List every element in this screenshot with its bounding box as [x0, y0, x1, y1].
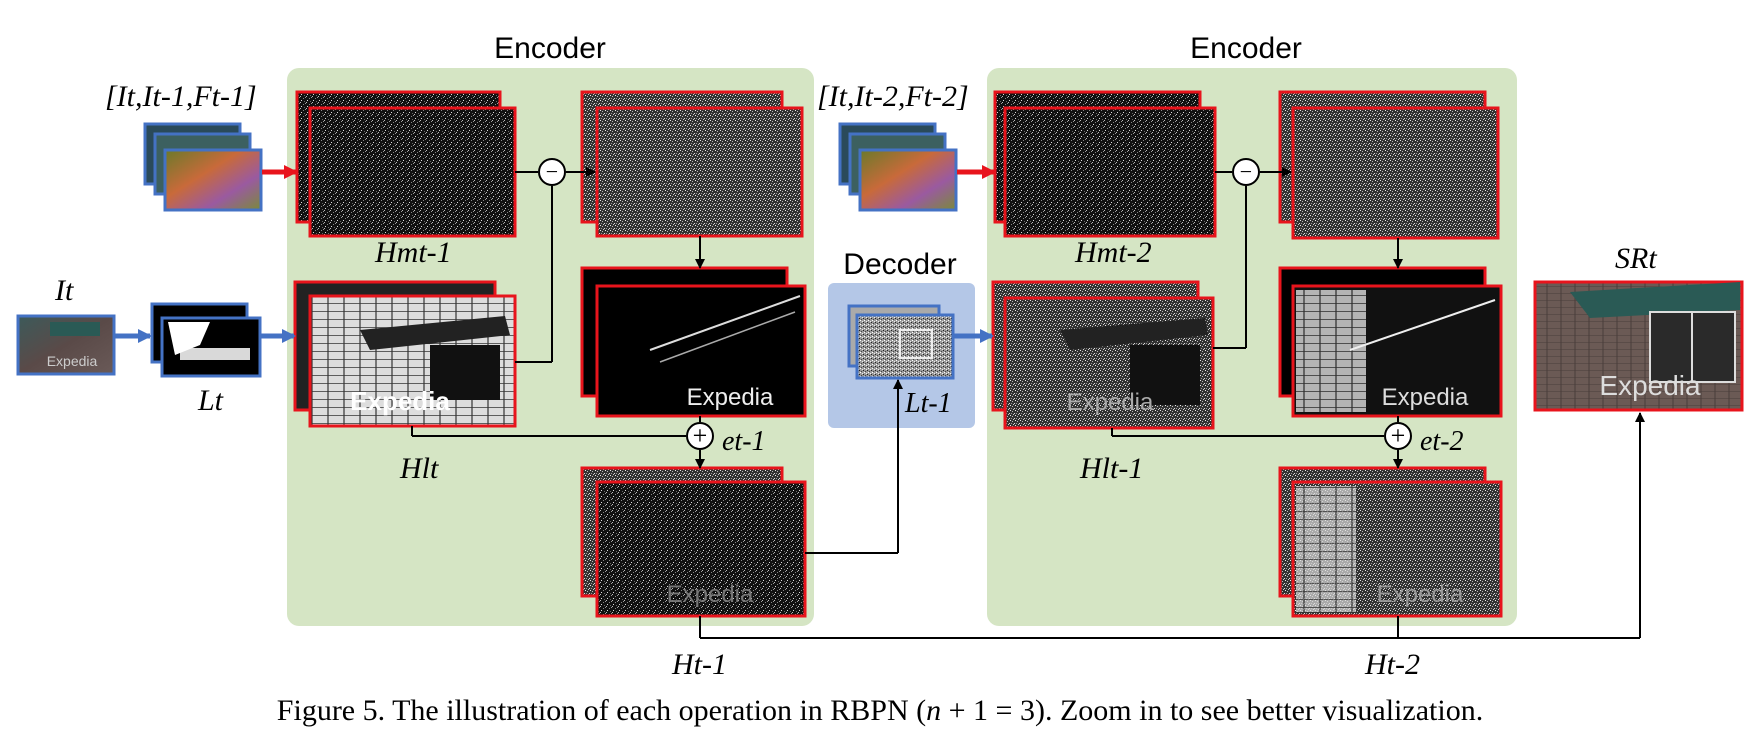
- feature-hl-t1: Expedia: [991, 280, 1215, 430]
- label-h-t2: Ht-2: [1364, 648, 1420, 681]
- feature-h-t2: Expedia: [1278, 466, 1503, 618]
- label-hl-t: Hlt: [399, 452, 439, 485]
- caption-text-after: ). Zoom in to see better visualization.: [1035, 694, 1483, 727]
- svg-text:−: −: [546, 159, 558, 184]
- watermark-hl-t: Expedia: [350, 386, 450, 416]
- label-l-t: Lt: [197, 384, 224, 417]
- watermark-hl-t1: Expedia: [1067, 389, 1154, 416]
- svg-text:−: −: [1240, 159, 1252, 184]
- watermark-h-t1: Expedia: [667, 581, 754, 608]
- feature-diff-left: [580, 90, 804, 238]
- label-h-t1: Ht-1: [671, 648, 727, 681]
- caption-math-rest: + 1 = 3: [941, 694, 1035, 727]
- encoder-right-label: Encoder: [1190, 32, 1302, 65]
- caption-math-n: n: [926, 694, 941, 727]
- label-e-t1: et-1: [722, 426, 766, 457]
- label-input-left: [It,It-1,Ft-1]: [105, 80, 257, 113]
- label-e-t2: et-2: [1420, 426, 1464, 457]
- decoder-label: Decoder: [843, 248, 956, 281]
- feature-residual-right: Expedia: [1278, 266, 1503, 418]
- watermark-it: Expedia: [47, 353, 98, 369]
- image-lt: [150, 302, 262, 378]
- feature-hm-t2: [993, 90, 1217, 238]
- caption-text-before: Figure 5. The illustration of each opera…: [277, 694, 926, 727]
- feature-hm-t1: [295, 90, 517, 238]
- feature-hl-t: Expedia: [293, 280, 517, 428]
- label-sr-t: SRt: [1615, 242, 1657, 275]
- image-sr-t: Expedia: [1533, 280, 1744, 412]
- label-input-right: [It,It-2,Ft-2]: [817, 80, 969, 113]
- label-i-t: It: [54, 274, 74, 307]
- feature-residual-left: Expedia: [580, 266, 807, 418]
- encoder-left-label: Encoder: [494, 32, 606, 65]
- label-hl-t1: Hlt-1: [1079, 452, 1143, 485]
- decoder-input-image: [847, 304, 955, 380]
- input-stack-left: [143, 122, 263, 212]
- label-l-t1: Lt-1: [904, 388, 952, 419]
- minus-operator-left: −: [538, 158, 566, 186]
- svg-text:+: +: [693, 421, 708, 450]
- watermark-sr-t: Expedia: [1599, 370, 1701, 401]
- watermark-h-t2: Expedia: [1377, 581, 1464, 608]
- input-stack-right: [838, 122, 958, 212]
- plus-operator-right: +: [1384, 421, 1412, 450]
- svg-text:+: +: [1391, 421, 1406, 450]
- plus-operator-left: +: [686, 421, 714, 450]
- label-hm-t1: Hmt-1: [374, 236, 452, 269]
- label-hm-t2: Hmt-2: [1074, 236, 1152, 269]
- watermark-residual-right: Expedia: [1382, 384, 1469, 411]
- feature-diff-right: [1278, 90, 1500, 240]
- image-it: Expedia: [16, 314, 116, 376]
- figure-caption: Figure 5. The illustration of each opera…: [277, 694, 1483, 727]
- minus-operator-right: −: [1232, 158, 1260, 186]
- watermark-residual-left: Expedia: [687, 384, 774, 411]
- feature-h-t1: Expedia: [580, 466, 807, 618]
